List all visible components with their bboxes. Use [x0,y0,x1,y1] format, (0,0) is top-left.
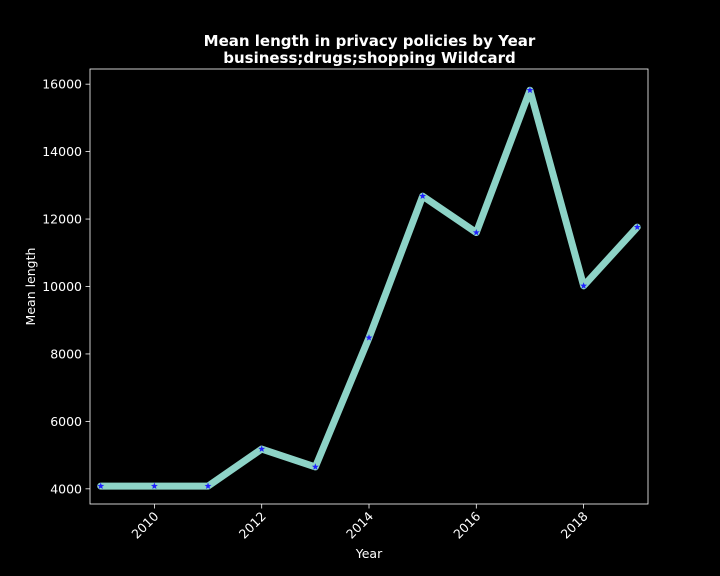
y-tick-label: 10000 [42,279,82,294]
data-point-2018 [580,282,588,289]
data-point-2013 [311,463,319,470]
x-axis-label: Year [355,546,383,561]
y-tick-label: 8000 [50,346,82,361]
chart-title: Mean length in privacy policies by Year [204,32,536,50]
x-tick-label: 2012 [236,509,269,542]
plot-area [97,86,641,490]
y-tick-label: 4000 [50,481,82,496]
y-axis: 4000 6000 8000 10000 12000 14000 16000 [42,77,90,496]
data-point-2015 [419,192,427,200]
y-tick-label: 12000 [42,212,82,227]
data-point-2011 [204,482,212,490]
x-tick-label: 2010 [128,508,161,541]
data-point-2017 [526,86,534,94]
y-tick-label: 14000 [42,144,82,159]
x-tick-label: 2014 [343,508,376,541]
x-tick-label: 2016 [450,508,483,541]
x-axis: 2010 2012 2014 2016 2018 [128,504,591,542]
data-point-2016 [472,228,480,236]
y-tick-label: 6000 [50,414,82,429]
y-axis-label: Mean length [23,248,38,326]
data-point-2009 [97,482,105,490]
plot-frame [89,68,649,505]
series-line-0 [97,86,641,490]
data-point-2014 [365,334,373,341]
y-tick-label: 16000 [42,77,82,92]
data-point-2019 [633,223,641,231]
x-tick-label: 2018 [558,508,591,541]
data-point-2012 [258,445,266,452]
data-point-2010 [150,482,158,490]
chart-subtitle: business;drugs;shopping Wildcard [223,49,516,67]
